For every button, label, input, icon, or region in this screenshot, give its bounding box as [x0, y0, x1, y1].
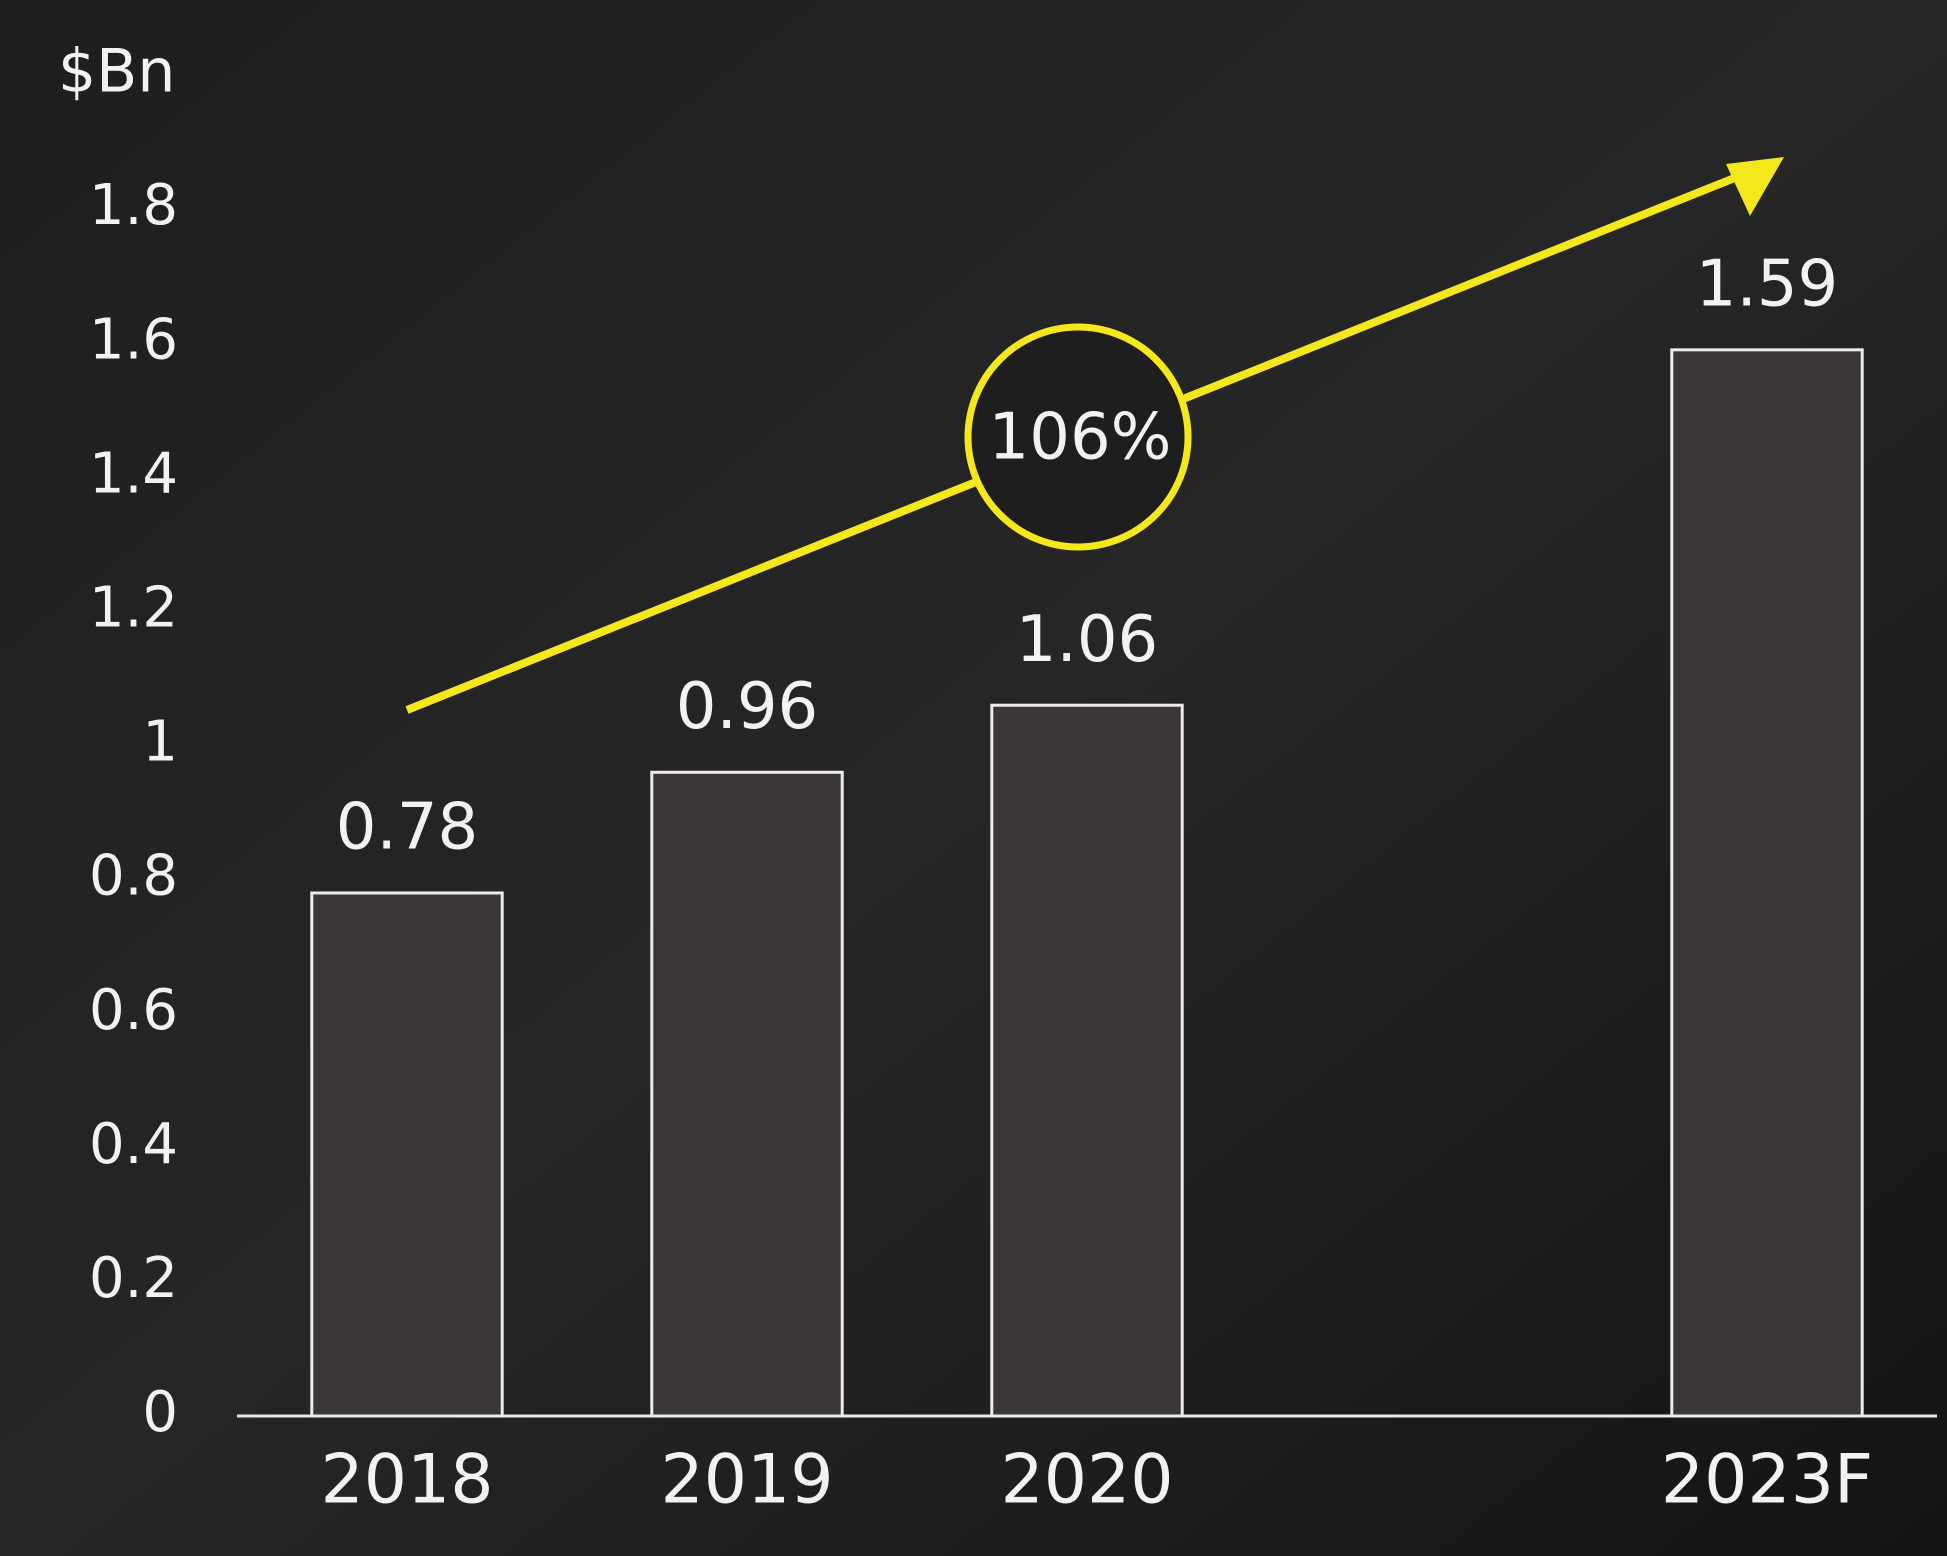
bar — [310, 891, 504, 1418]
arrow-head — [1726, 157, 1784, 216]
y-tick-label: 0 — [142, 1380, 178, 1445]
y-axis-label: $Bn — [58, 37, 175, 107]
data-label: 1.59 — [1696, 247, 1839, 321]
y-tick-label: 1.6 — [89, 307, 178, 372]
data-label: 1.06 — [1016, 603, 1159, 677]
bar — [1670, 348, 1864, 1418]
x-tick-label: 2020 — [1000, 1441, 1173, 1520]
y-tick-label: 0.4 — [89, 1112, 178, 1177]
annotation: 106% — [989, 401, 1172, 475]
bar — [990, 703, 1184, 1418]
data-label: 0.96 — [676, 670, 819, 744]
y-tick-label: 0.6 — [89, 978, 178, 1043]
y-tick-label: 1.2 — [89, 575, 178, 640]
x-tick-label: 2019 — [660, 1441, 833, 1520]
x-tick-label: 2018 — [320, 1441, 493, 1520]
annotation-circle — [964, 323, 1192, 551]
bar — [650, 770, 844, 1418]
y-tick-label: 1.8 — [89, 173, 178, 238]
y-tick-label: 0.2 — [89, 1246, 178, 1311]
data-label: 0.78 — [336, 791, 479, 865]
x-tick-label: 2023F — [1661, 1441, 1873, 1520]
y-tick-label: 1.4 — [89, 441, 178, 506]
y-tick-label: 0.8 — [89, 844, 178, 909]
y-tick-label: 1 — [142, 710, 178, 775]
